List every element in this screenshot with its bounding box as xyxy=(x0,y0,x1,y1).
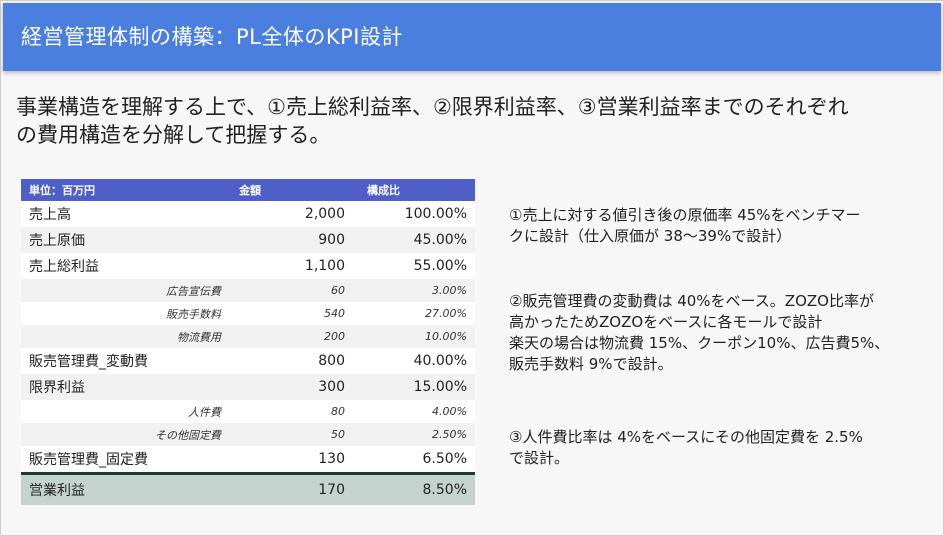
note-line: 高かったためZOZOをベースに各モールで設計 xyxy=(509,313,823,331)
row-amount: 80 xyxy=(331,405,345,418)
row-amount: 540 xyxy=(324,307,345,320)
row-label: 販売管理費_変動費 xyxy=(29,354,148,370)
table-row: 売上原価 900 45.00% xyxy=(21,227,475,253)
note-variable-cost: ②販売管理費の変動費は 40%をベース。ZOZO比率が 高かったためZOZOをベ… xyxy=(509,291,929,375)
row-ratio: 2.50% xyxy=(353,423,475,446)
row-amount: 900 xyxy=(229,227,353,253)
row-amount: 800 xyxy=(318,353,345,369)
row-label: 売上総利益 xyxy=(29,259,99,275)
note-line: ③人件費比率は 4%をベースにその他固定費を 2.5% xyxy=(509,428,863,446)
total-amount: 170 xyxy=(229,472,353,505)
row-label: 売上原価 xyxy=(21,227,229,253)
note-fixed-cost: ③人件費比率は 4%をベースにその他固定費を 2.5% で設計。 xyxy=(509,427,929,469)
row-amount: 130 xyxy=(318,451,345,467)
row-ratio: 6.50% xyxy=(422,451,467,467)
table-row: 販売管理費_変動費 800 40.00% xyxy=(21,348,475,374)
header-ratio: 構成比 xyxy=(353,179,475,201)
row-amount: 50 xyxy=(229,423,353,446)
note-gross-margin: ①売上に対する値引き後の原価率 45%をベンチマー クに設計（仕入原価が 38～… xyxy=(509,205,929,247)
table-row: 物流費用 200 10.00% xyxy=(21,325,475,348)
row-amount: 60 xyxy=(229,279,353,302)
row-ratio: 15.00% xyxy=(353,374,475,400)
row-label: 広告宣伝費 xyxy=(21,279,229,302)
table-row: 売上総利益 1,100 55.00% xyxy=(21,253,475,279)
slide-title: 経営管理体制の構築：PL全体のKPI設計 xyxy=(21,25,403,49)
total-label: 営業利益 xyxy=(21,472,229,505)
headline: 事業構造を理解する上で、①売上総利益率、②限界利益率、③営業利益率までのそれぞれ… xyxy=(16,93,931,149)
header-unit: 単位：百万円 xyxy=(21,179,229,201)
row-label: 人件費 xyxy=(188,405,221,419)
row-amount: 2,000 xyxy=(304,206,345,222)
row-label: 販売管理費_固定費 xyxy=(29,452,148,468)
note-line: 楽天の場合は物流費 15%、クーポン10%、広告費5%、 xyxy=(509,334,890,352)
row-ratio: 4.00% xyxy=(432,405,467,418)
row-label: 販売手数料 xyxy=(166,307,221,321)
table-row: 売上高 2,000 100.00% xyxy=(21,201,475,227)
row-ratio: 45.00% xyxy=(353,227,475,253)
row-ratio: 100.00% xyxy=(404,206,467,222)
row-amount: 300 xyxy=(229,374,353,400)
row-label: その他固定費 xyxy=(21,423,229,446)
note-line: 販売手数料 9%で設計。 xyxy=(509,355,673,373)
note-line: ②販売管理費の変動費は 40%をベース。ZOZO比率が xyxy=(509,292,874,310)
table-row: 人件費 80 4.00% xyxy=(21,400,475,423)
note-line: で設計。 xyxy=(509,449,570,467)
note-line: クに設計（仕入原価が 38～39%で設計） xyxy=(509,227,792,245)
table-row: その他固定費 50 2.50% xyxy=(21,423,475,446)
table-total-row: 営業利益 170 8.50% xyxy=(21,472,475,505)
row-ratio: 55.00% xyxy=(413,258,467,274)
row-label: 限界利益 xyxy=(21,374,229,400)
pl-table: 単位：百万円 金額 構成比 売上高 2,000 100.00% 売上原価 900 45.0… xyxy=(21,179,475,505)
headline-line: の費用構造を分解して把握する。 xyxy=(16,123,331,147)
row-label: 物流費用 xyxy=(21,325,229,348)
row-ratio: 10.00% xyxy=(353,325,475,348)
row-ratio: 3.00% xyxy=(353,279,475,302)
row-amount: 1,100 xyxy=(304,258,345,274)
table-row: 限界利益 300 15.00% xyxy=(21,374,475,400)
headline-line: 事業構造を理解する上で、①売上総利益率、②限界利益率、③営業利益率までのそれぞれ xyxy=(16,95,849,119)
table-row: 販売手数料 540 27.00% xyxy=(21,302,475,325)
table-row: 販売管理費_固定費 130 6.50% xyxy=(21,446,475,474)
title-bar: 経営管理体制の構築：PL全体のKPI設計 xyxy=(3,3,941,71)
row-amount: 200 xyxy=(229,325,353,348)
row-label: 売上高 xyxy=(29,207,71,223)
row-ratio: 40.00% xyxy=(413,353,467,369)
table-header-row: 単位：百万円 金額 構成比 xyxy=(21,179,475,201)
note-line: ①売上に対する値引き後の原価率 45%をベンチマー xyxy=(509,206,861,224)
row-ratio: 27.00% xyxy=(425,307,467,320)
total-ratio: 8.50% xyxy=(353,472,475,505)
header-amount: 金額 xyxy=(229,179,353,201)
table-row: 広告宣伝費 60 3.00% xyxy=(21,279,475,302)
